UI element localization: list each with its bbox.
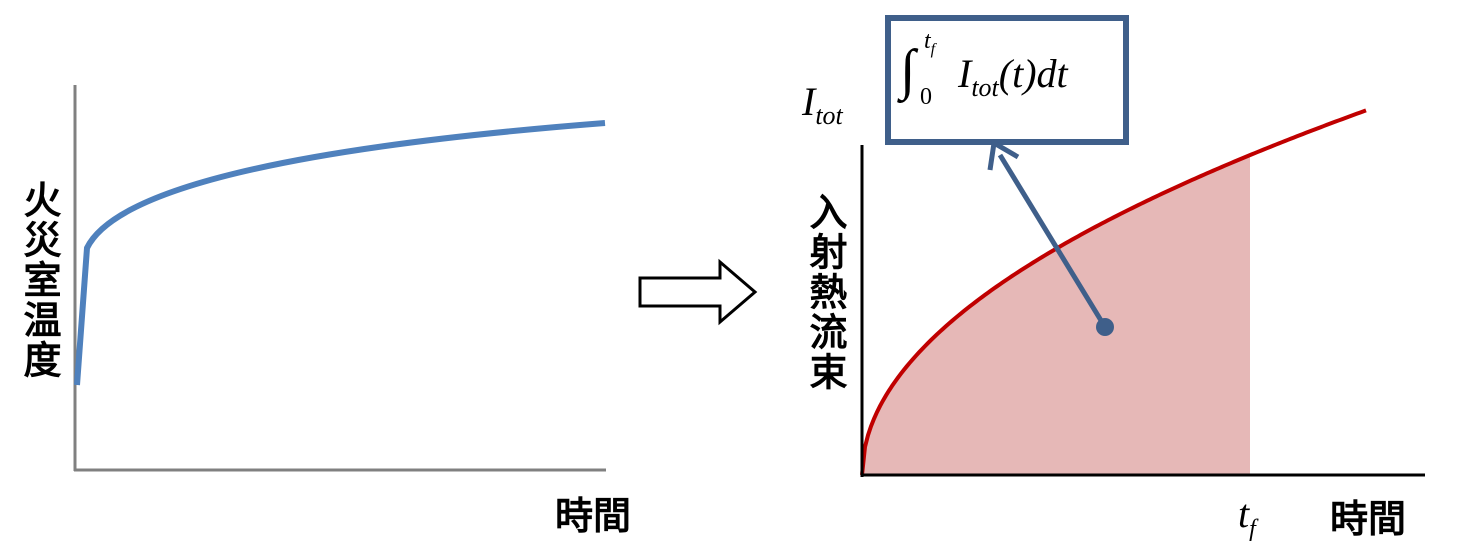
- right-x-label: 時間: [1330, 497, 1407, 541]
- body-sub: tot: [971, 73, 999, 102]
- upper: t: [924, 28, 931, 54]
- body: I: [958, 51, 972, 96]
- upper-limit: tf: [924, 28, 935, 59]
- integral-area: [862, 155, 1250, 475]
- flux-curve: [860, 108, 1367, 476]
- pointer-dot: [1096, 318, 1114, 336]
- symbol-sub: f: [1249, 516, 1256, 542]
- symbol-base: t: [1238, 491, 1250, 536]
- transition-arrow: [638, 258, 758, 326]
- upper-sub: f: [930, 40, 936, 58]
- lower-limit: 0: [920, 84, 932, 110]
- symbol-sub: tot: [815, 101, 843, 130]
- formula-box: [885, 15, 1129, 145]
- integral-sign: ∫: [900, 39, 916, 101]
- x-symbol: tf: [1238, 490, 1256, 543]
- integrand: Itot(t)dt: [958, 50, 1068, 103]
- y-symbol: Itot: [802, 78, 843, 131]
- pointer-head: [987, 138, 1020, 171]
- left-x-label: 時間: [555, 494, 632, 538]
- temperature-curve: [74, 120, 606, 386]
- rest: (t)dt: [998, 51, 1068, 96]
- right-y-label: 入射熱流束: [803, 192, 847, 392]
- left-y-label: 火災室温度: [17, 180, 61, 380]
- pointer-line: [997, 153, 1108, 329]
- symbol-base: I: [802, 79, 816, 124]
